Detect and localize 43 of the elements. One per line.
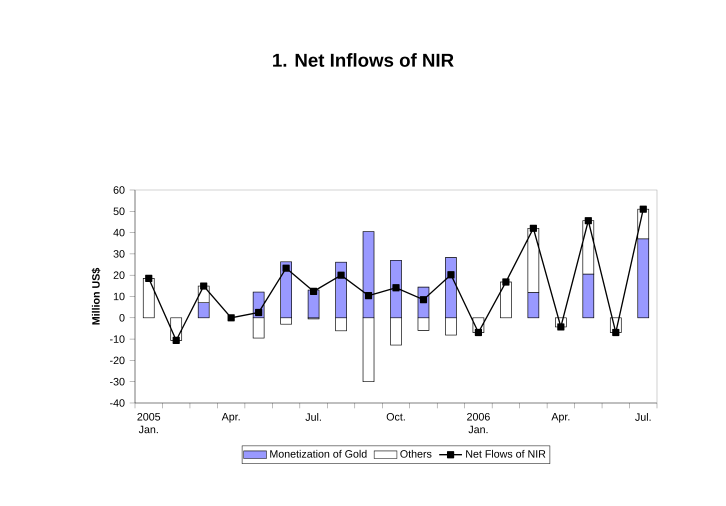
x-tick-label: 2005 Jan. [137,413,160,434]
chart-title: 1. Net Inflows of NIR [273,53,454,67]
point [557,323,564,331]
point [310,288,318,295]
point [172,336,180,344]
y-tick-label: 20 [114,271,125,279]
y-tick-label: 30 [113,250,125,258]
x-tick-label: Apr. [222,413,240,423]
point [612,328,620,336]
legend-label: Net Flows of NIR [466,450,546,458]
point [364,292,372,300]
legend-label: Monetization of Gold [270,450,367,458]
point [255,308,262,316]
point [200,282,208,290]
point [420,296,428,304]
y-tick-label: 50 [114,208,125,216]
x-tick-label: Apr. [551,413,570,423]
x-tick-label: Jul. [635,413,651,421]
point [145,274,152,282]
point [282,264,290,272]
point [640,206,647,213]
point [502,278,510,286]
point [337,272,345,279]
point [228,314,235,322]
x-tick-label: Oct. [386,413,405,421]
x-tick-label: 2006 Jan. [467,413,490,434]
legend-label: Others [400,450,432,458]
y-axis-title: Million US$ [92,268,100,325]
point [447,271,455,278]
y-tick-label: -30 [110,378,125,386]
point [584,217,592,224]
y-tick-label: -40 [110,399,125,407]
point [392,284,400,292]
bar [500,282,512,318]
y-tick-label: 60 [114,186,125,194]
x-tick-label: Jul. [305,413,321,421]
point [474,328,482,336]
y-tick-label: 40 [113,228,125,236]
point [530,224,537,232]
y-tick-label: -20 [110,356,125,364]
y-tick-label: -10 [110,335,125,343]
y-tick-label: 10 [114,292,125,300]
y-tick-label: 0 [119,314,125,322]
